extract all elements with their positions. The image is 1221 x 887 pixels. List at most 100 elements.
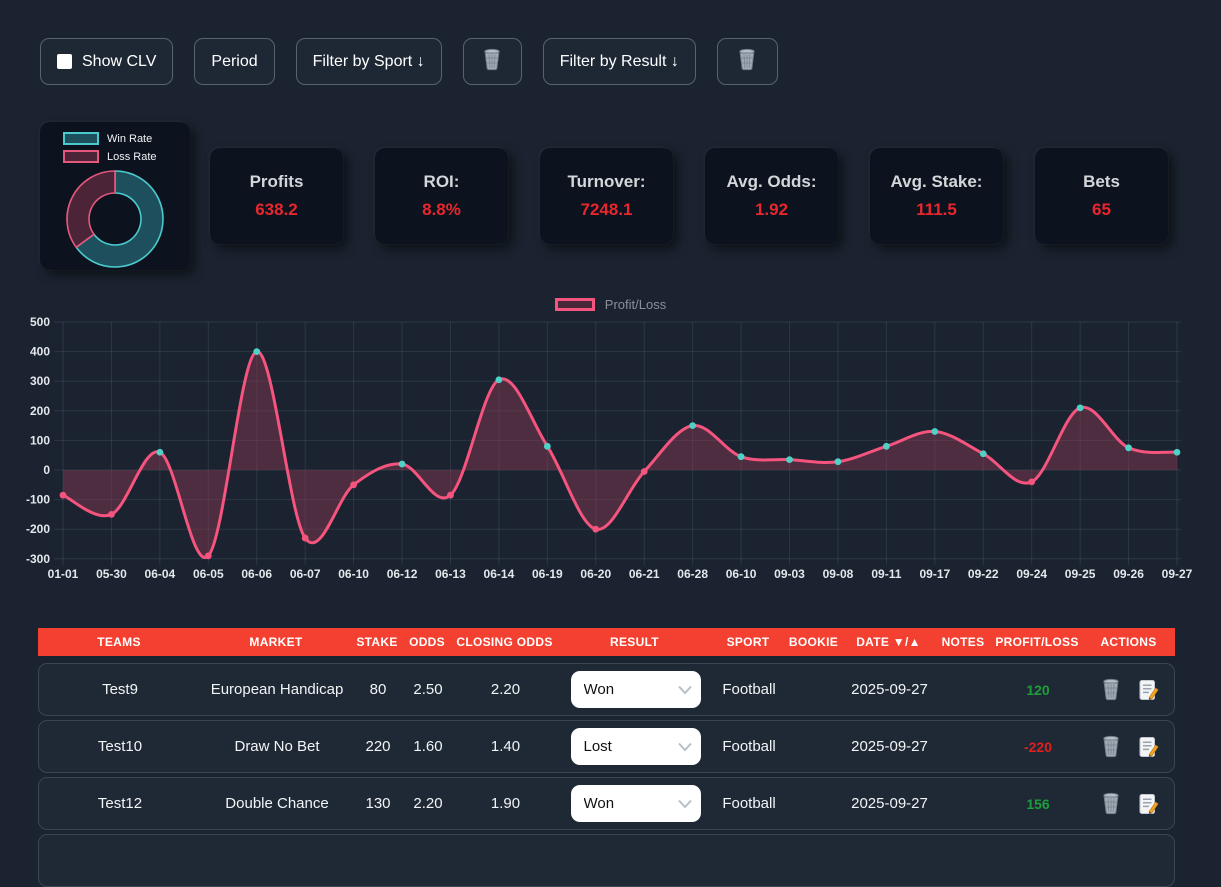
table-row: Test9 European Handicap 80 2.50 2.20 WonLost F… (38, 663, 1175, 716)
column-header-sport: SPORT (726, 635, 770, 649)
column-header-date[interactable]: DATE ▼/▲ (856, 635, 921, 649)
cell-profit-loss: 120 (1026, 681, 1050, 698)
show-clv-label: Show CLV (82, 52, 157, 70)
data-point[interactable] (834, 458, 842, 466)
cell-odds: 2.50 (413, 681, 443, 698)
data-point[interactable] (253, 348, 261, 355)
delete-bet-button[interactable] (1101, 792, 1121, 815)
data-point[interactable] (640, 468, 648, 475)
data-point[interactable] (931, 428, 939, 435)
data-point[interactable] (1076, 404, 1084, 412)
data-point[interactable] (786, 456, 793, 464)
data-point[interactable] (350, 481, 358, 489)
stat-label: Avg. Stake: (890, 172, 983, 191)
toolbar: Show CLV Period Filter by Sport ↓ Filter… (40, 38, 778, 85)
cell-sport: Football (722, 681, 776, 698)
cell-result: WonLost (558, 785, 713, 822)
table-row-partial (38, 834, 1175, 887)
delete-bet-button[interactable] (1101, 735, 1121, 758)
x-axis-tick-label: 09-17 (919, 567, 950, 581)
table-rows: Test9 European Handicap 80 2.50 2.20 WonLost F… (38, 663, 1175, 887)
y-axis-tick-label: 200 (30, 404, 50, 418)
result-select[interactable]: WonLost (570, 728, 701, 765)
edit-note-button[interactable] (1138, 793, 1159, 815)
data-point[interactable] (1125, 444, 1132, 452)
cell-actions (1083, 735, 1176, 758)
data-point[interactable] (204, 552, 212, 560)
x-axis-tick-label: 06-12 (387, 567, 418, 581)
x-axis-tick-label: 09-27 (1162, 567, 1193, 581)
cell-stake: 220 (365, 738, 391, 755)
filter-by-sport-dropdown[interactable]: Filter by Sport ↓ (295, 38, 442, 85)
x-axis-tick-label: 09-24 (1016, 567, 1047, 581)
cell-closing-odds: 1.90 (490, 795, 521, 812)
y-axis-tick-label: 400 (30, 345, 50, 359)
column-header-notes: NOTES (941, 635, 985, 649)
stat-value: 1.92 (754, 200, 789, 219)
cell-teams: Test12 (97, 795, 143, 812)
cell-date: 2025-09-27 (851, 738, 928, 755)
filter-sport-label: Filter by Sport ↓ (312, 52, 425, 70)
data-point[interactable] (108, 511, 115, 518)
trash-icon (482, 48, 502, 76)
data-point[interactable] (737, 453, 745, 461)
cell-teams: Test9 (102, 681, 138, 698)
period-button[interactable]: Period (194, 38, 275, 85)
show-clv-button[interactable]: Show CLV (40, 38, 174, 85)
clv-checkbox[interactable] (57, 54, 72, 69)
stat-card-roi: ROI: 8.8% (375, 148, 508, 244)
y-axis-tick-label: 0 (43, 463, 50, 477)
x-axis-tick-label: 06-06 (241, 567, 272, 581)
win-loss-donut-chart (66, 170, 164, 268)
edit-note-button[interactable] (1138, 736, 1159, 758)
data-point[interactable] (1173, 448, 1181, 456)
data-point[interactable] (447, 491, 454, 499)
x-axis-tick-label: 09-22 (968, 567, 999, 581)
stat-value: 111.5 (916, 200, 957, 219)
trash-icon (737, 48, 757, 76)
data-point[interactable] (59, 491, 67, 499)
profit-loss-area-fill (63, 351, 1177, 558)
column-header-odds: ODDS (409, 635, 445, 649)
data-point[interactable] (592, 525, 600, 533)
filter-result-label: Filter by Result ↓ (559, 52, 679, 70)
donut-win-slice (75, 170, 164, 268)
result-select[interactable]: WonLost (570, 785, 701, 822)
data-point[interactable] (543, 442, 551, 450)
delete-bet-button[interactable] (1101, 678, 1121, 701)
cell-result: WonLost (558, 671, 713, 708)
x-axis-tick-label: 06-05 (193, 567, 224, 581)
profit-loss-legend: Profit/Loss (0, 297, 1221, 312)
data-point[interactable] (156, 448, 164, 456)
x-axis-tick-label: 06-20 (580, 567, 611, 581)
data-point[interactable] (1028, 478, 1036, 486)
x-axis-tick-label: 06-04 (145, 567, 176, 581)
stats-row: Profits 638.2 ROI: 8.8% Turnover: 7248.1 Avg. … (210, 148, 1168, 244)
y-axis-tick-label: -100 (26, 493, 50, 507)
column-header-actions: ACTIONS (1100, 635, 1157, 649)
y-axis-tick-label: 500 (30, 315, 50, 329)
stat-label: Avg. Odds: (726, 172, 817, 191)
cell-market: Double Chance (225, 795, 329, 812)
win-rate-legend-item: Win Rate (63, 132, 167, 145)
clear-sport-filter-button[interactable] (462, 38, 522, 85)
column-header-stake: STAKE (356, 635, 398, 649)
edit-note-button[interactable] (1138, 679, 1159, 701)
cell-actions (1083, 678, 1176, 701)
data-point[interactable] (882, 442, 890, 450)
stat-card-avg-odds: Avg. Odds: 1.92 (705, 148, 838, 244)
y-axis-tick-label: 100 (30, 433, 50, 447)
table-header-row: TEAMS MARKET STAKE ODDS CLOSING ODDS RESULT SP… (38, 628, 1175, 656)
data-point[interactable] (689, 422, 697, 429)
stat-value: 8.8% (422, 200, 461, 219)
cell-sport: Football (722, 738, 776, 755)
x-axis-tick-label: 09-26 (1113, 567, 1144, 581)
data-point[interactable] (495, 376, 503, 384)
filter-by-result-dropdown[interactable]: Filter by Result ↓ (542, 38, 696, 85)
data-point[interactable] (398, 460, 406, 468)
clear-result-filter-button[interactable] (716, 38, 778, 85)
data-point[interactable] (979, 450, 987, 458)
profit-loss-line (61, 350, 1179, 560)
data-point[interactable] (301, 534, 309, 542)
result-select[interactable]: WonLost (570, 671, 701, 708)
